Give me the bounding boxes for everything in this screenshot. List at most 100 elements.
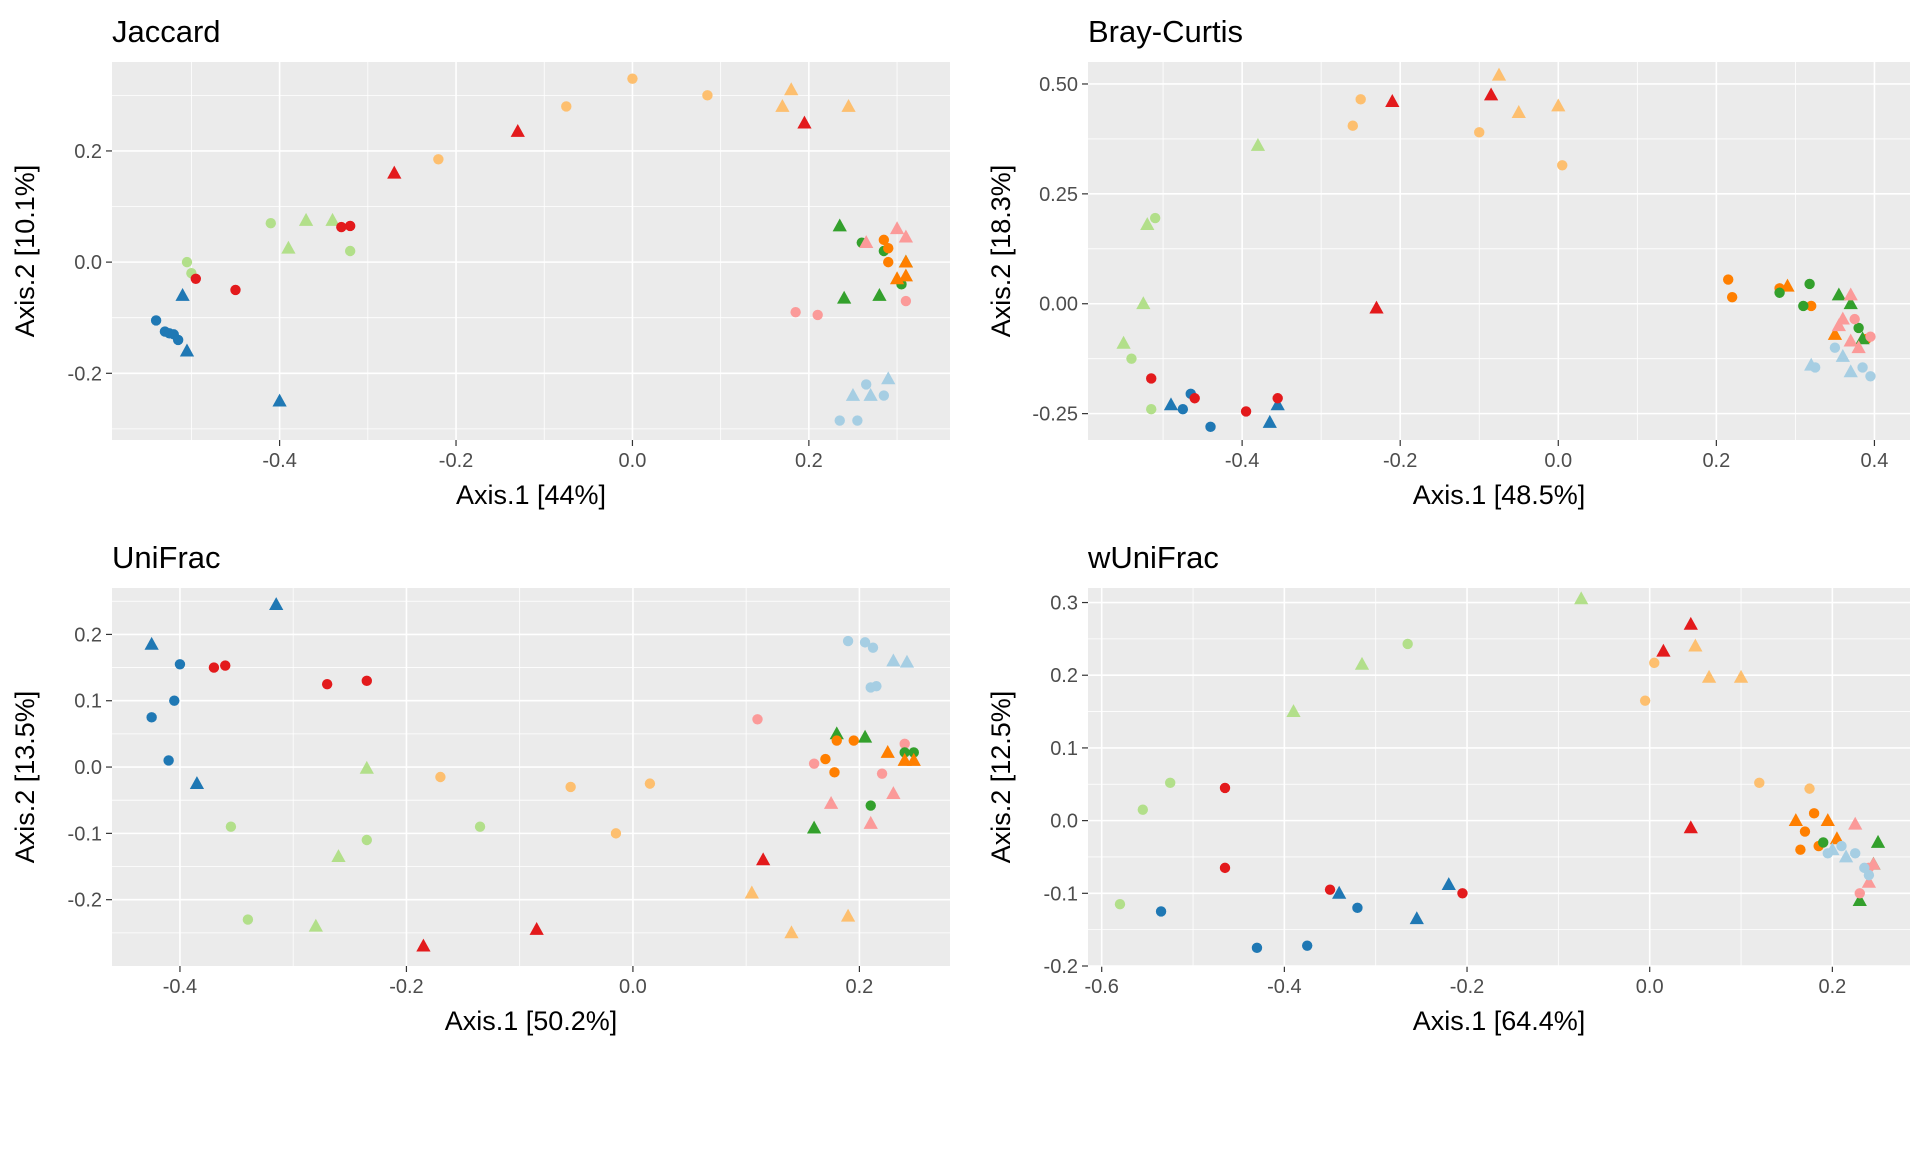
data-point-triangle <box>744 885 759 899</box>
data-point-circle <box>1818 837 1829 848</box>
data-point-triangle <box>898 268 914 282</box>
data-point-circle <box>181 256 193 268</box>
data-point-triangle <box>1733 669 1749 683</box>
data-point-circle <box>1799 826 1811 837</box>
data-point-triangle <box>529 922 544 935</box>
data-point-triangle <box>806 820 822 834</box>
data-point-triangle <box>510 123 525 137</box>
data-point-triangle <box>1354 656 1370 670</box>
data-point-circle <box>908 747 919 758</box>
x-tick-label: -0.4 <box>262 450 296 472</box>
data-point-triangle <box>1861 874 1877 888</box>
data-point-circle <box>644 778 656 789</box>
data-point-triangle <box>1843 287 1858 301</box>
data-point-circle <box>561 101 572 112</box>
data-point-triangle <box>1441 877 1456 890</box>
data-point-circle <box>859 637 871 648</box>
data-point-circle <box>861 379 872 390</box>
data-point-circle <box>1865 371 1876 382</box>
data-point-circle <box>435 771 446 783</box>
data-point-circle <box>474 821 486 832</box>
y-tick-label: 0.1 <box>74 691 102 713</box>
data-point-circle <box>1457 888 1468 899</box>
data-point-circle <box>848 735 859 746</box>
data-point-circle <box>1205 421 1216 433</box>
data-point-triangle <box>1820 813 1835 827</box>
chart-panel-1: -0.4 -0.2 0.0 0.2 0.4 -0.25 0.00 0.25 0.50 Bray-C… <box>986 14 1910 510</box>
y-tick-label: -0.1 <box>68 823 102 845</box>
data-point-triangle <box>775 98 790 112</box>
data-point-triangle <box>1136 296 1151 310</box>
data-point-triangle <box>863 388 878 401</box>
data-point-triangle <box>898 254 914 268</box>
data-point-triangle <box>1409 911 1424 925</box>
data-point-triangle <box>832 218 847 232</box>
data-point-triangle <box>784 82 799 96</box>
data-point-circle <box>883 243 894 254</box>
data-point-circle <box>867 642 879 653</box>
x-tick-label: 0.0 <box>1636 976 1664 998</box>
data-point-triangle <box>823 796 839 809</box>
data-point-triangle <box>841 98 856 112</box>
data-point-circle <box>1251 942 1263 954</box>
data-point-triangle <box>1262 414 1277 428</box>
data-point-circle <box>1726 291 1738 303</box>
data-point-circle <box>829 767 840 778</box>
data-point-circle <box>820 753 831 765</box>
data-point-triangle <box>797 115 812 129</box>
data-point-circle <box>336 221 347 233</box>
data-point-circle <box>876 768 888 779</box>
data-point-circle <box>1649 657 1660 669</box>
data-point-triangle <box>416 938 431 952</box>
data-point-circle <box>1850 848 1861 859</box>
data-point-circle <box>1355 94 1366 105</box>
data-point-circle <box>1836 840 1847 852</box>
data-point-circle <box>1798 300 1809 312</box>
data-point-circle <box>878 390 890 401</box>
data-point-circle <box>1302 940 1313 951</box>
data-point-circle <box>1857 362 1868 373</box>
data-point-circle <box>831 735 842 746</box>
data-point-triangle <box>1851 340 1866 354</box>
data-point-circle <box>1189 393 1200 404</box>
y-tick-label: -0.2 <box>68 363 102 385</box>
data-point-circle <box>1324 884 1336 895</box>
data-point-circle <box>1723 274 1734 285</box>
y-tick-label: -0.2 <box>68 890 102 912</box>
data-point-triangle <box>1250 138 1266 151</box>
data-point-circle <box>565 781 576 793</box>
data-point-circle <box>344 245 356 257</box>
data-point-triangle <box>1385 94 1400 107</box>
data-point-circle <box>1272 393 1283 404</box>
data-point-circle <box>1219 782 1231 794</box>
x-tick-label: -0.6 <box>1084 976 1118 998</box>
data-point-circle <box>265 218 276 229</box>
data-point-circle <box>242 914 254 925</box>
x-tick-label: 0.2 <box>795 450 823 472</box>
y-axis-title: Axis.2 [12.5%] <box>986 691 1016 864</box>
chart-title: wUniFrac <box>1087 540 1219 575</box>
data-point-triangle <box>298 212 314 226</box>
x-tick-label: 0.2 <box>1702 450 1730 472</box>
data-point-triangle <box>1827 327 1843 340</box>
x-tick-label: -0.4 <box>1267 976 1301 998</box>
data-point-circle <box>610 828 622 839</box>
data-point-circle <box>433 154 444 165</box>
data-point-triangle <box>897 752 912 766</box>
data-point-triangle <box>1852 893 1867 906</box>
y-axis-title: Axis.2 [13.5%] <box>10 691 40 864</box>
data-point-triangle <box>1551 98 1566 112</box>
data-point-circle <box>1774 287 1785 298</box>
data-point-circle <box>865 800 876 811</box>
data-point-circle <box>790 306 801 318</box>
chart-title: UniFrac <box>112 540 221 575</box>
data-point-circle <box>220 660 231 671</box>
x-axis-title: Axis.1 [50.2%] <box>445 1006 618 1036</box>
data-point-triangle <box>1831 318 1846 332</box>
data-point-circle <box>752 714 763 725</box>
data-point-circle <box>1865 331 1876 342</box>
x-tick-label: -0.4 <box>1225 450 1259 472</box>
y-tick-label: 0.0 <box>74 252 102 274</box>
data-point-triangle <box>1688 638 1703 652</box>
